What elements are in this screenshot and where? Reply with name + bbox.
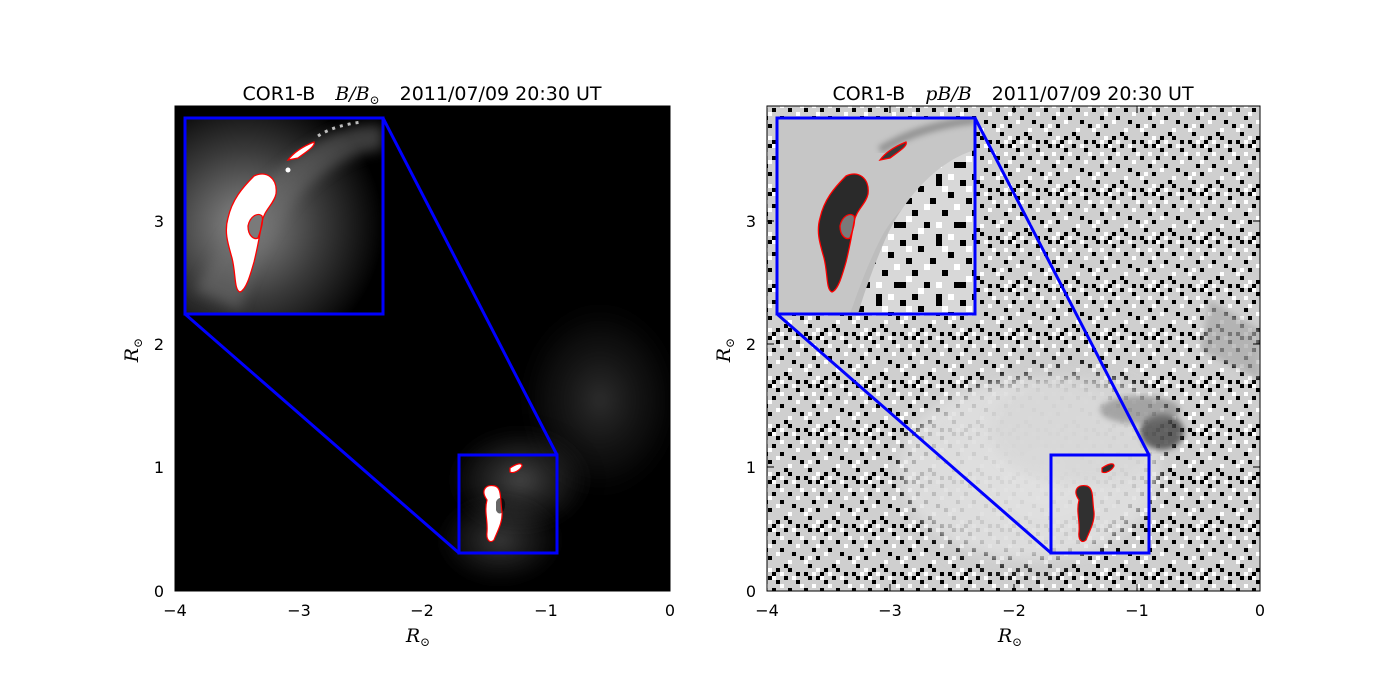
right-ytick-label: 1: [746, 458, 756, 477]
left-ticks: [174, 106, 671, 592]
right-ticks: [766, 106, 1261, 592]
right-xtick-label: −4: [755, 601, 779, 620]
left-panel: −4 −3 −2 −1 0 0 1 2 3 R⊙ R⊙ COR1-B B/B⊙ 20…: [121, 83, 675, 649]
right-connector-top: [973, 117, 1151, 456]
right-ylabel: R⊙: [713, 338, 737, 363]
right-inset-contour-main: [817, 173, 869, 293]
left-inset-image: [185, 118, 383, 314]
left-connector-top: [381, 117, 559, 456]
left-inset-contour-main: [225, 173, 277, 293]
right-inset-box: [775, 116, 977, 316]
left-xtick-label: −4: [163, 601, 187, 620]
right-zoom-box: [1049, 453, 1151, 555]
left-connector-bottom: [184, 312, 460, 555]
right-title: COR1-B pB/B 2011/07/09 20:30 UT: [832, 83, 1193, 105]
left-xtick-label: −2: [410, 601, 434, 620]
left-inset-contour-small: [286, 141, 315, 161]
left-inset-contour-hole: [247, 213, 264, 240]
left-xtick-label: −3: [287, 601, 311, 620]
left-inset-box: [183, 116, 385, 316]
right-inset-contour-small: [878, 141, 907, 161]
right-ytick-label: 3: [746, 212, 756, 231]
left-contour-main: [483, 485, 503, 543]
left-zoom-box: [457, 453, 559, 555]
right-xtick-label: −3: [878, 601, 902, 620]
right-xtick-label: −1: [1125, 601, 1149, 620]
left-ytick-label: 2: [154, 335, 164, 354]
left-title: COR1-B B/B⊙ 2011/07/09 20:30 UT: [243, 83, 602, 107]
right-contour-small: [1101, 463, 1115, 474]
right-xlabel: R⊙: [997, 625, 1022, 649]
right-connector-bottom: [776, 312, 1052, 555]
right-xtick-label: −2: [1002, 601, 1026, 620]
left-ytick-label: 1: [154, 458, 164, 477]
right-panel: −4 −3 −2 −1 0 0 1 2 3 R⊙ R⊙ COR1-B pB/B 20…: [713, 83, 1265, 649]
left-contour-small: [509, 463, 523, 474]
left-xtick-label: −1: [534, 601, 558, 620]
left-ylabel: R⊙: [121, 338, 145, 363]
right-xtick-label: 0: [1255, 601, 1265, 620]
left-xlabel: R⊙: [405, 625, 430, 649]
right-inset-image: [777, 118, 975, 314]
left-ytick-label: 0: [154, 582, 164, 601]
left-image: [175, 106, 670, 591]
right-contour-main: [1075, 485, 1095, 543]
left-ytick-label: 3: [154, 212, 164, 231]
right-inset-contour-hole: [839, 213, 856, 240]
left-xtick-label: 0: [665, 601, 675, 620]
right-ytick-label: 0: [746, 582, 756, 601]
right-ytick-label: 2: [746, 335, 756, 354]
